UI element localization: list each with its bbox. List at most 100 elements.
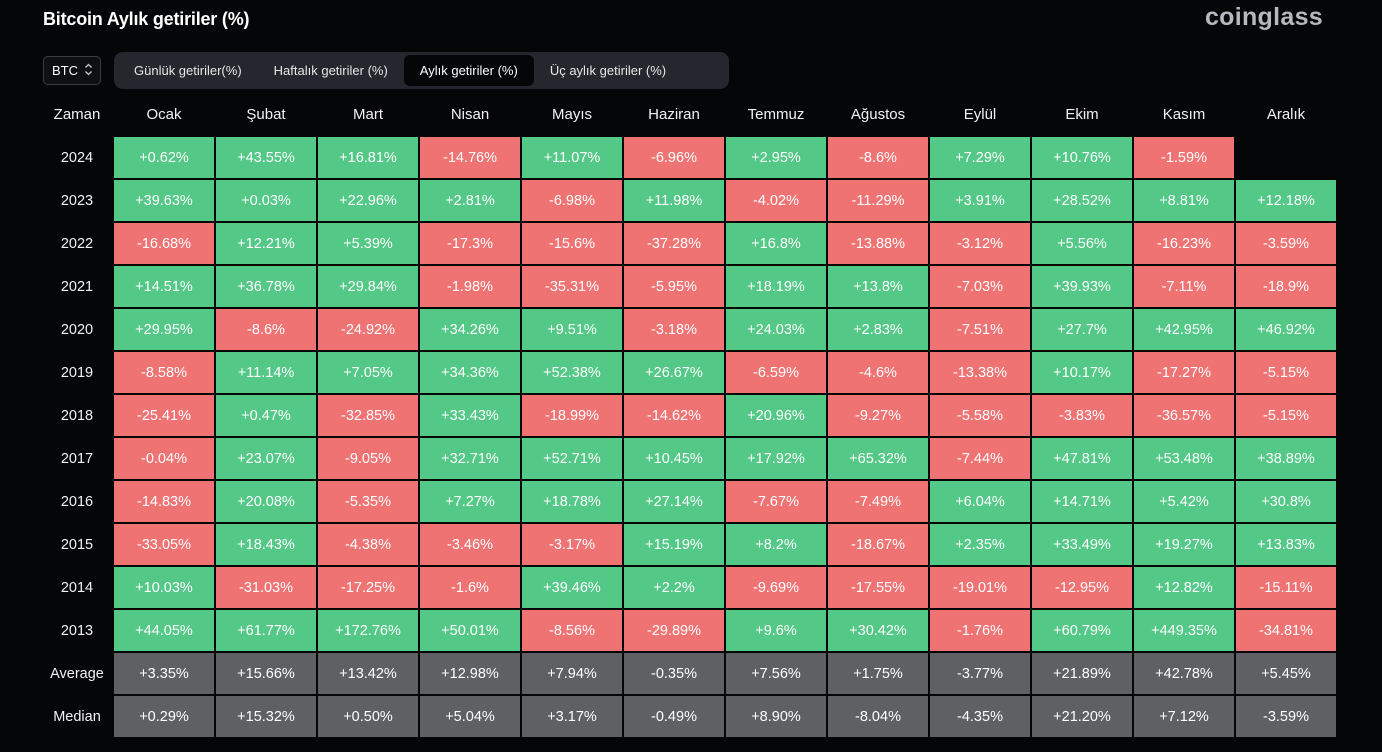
return-cell: -9.27% xyxy=(827,394,929,437)
summary-cell: +3.35% xyxy=(113,652,215,695)
return-cell: +12.21% xyxy=(215,222,317,265)
summary-cell: -8.04% xyxy=(827,695,929,738)
return-cell: +16.81% xyxy=(317,136,419,179)
return-cell: -5.35% xyxy=(317,480,419,523)
return-cell: +8.2% xyxy=(725,523,827,566)
summary-cell: -4.35% xyxy=(929,695,1031,738)
return-cell: -1.98% xyxy=(419,265,521,308)
tab-daily-returns[interactable]: Günlük getiriler(%) xyxy=(134,63,242,78)
year-row-label: 2021 xyxy=(60,278,94,295)
return-cell: +26.67% xyxy=(623,351,725,394)
return-cell: -3.59% xyxy=(1235,222,1337,265)
return-cell: -4.02% xyxy=(725,179,827,222)
column-header-month: Kasım xyxy=(1162,106,1206,123)
return-cell: +65.32% xyxy=(827,437,929,480)
return-cell: +29.84% xyxy=(317,265,419,308)
return-cell: -6.59% xyxy=(725,351,827,394)
return-cell: +44.05% xyxy=(113,609,215,652)
year-row-label: 2019 xyxy=(60,364,94,381)
return-cell: -4.38% xyxy=(317,523,419,566)
return-cell: -3.83% xyxy=(1031,394,1133,437)
return-cell: -1.6% xyxy=(419,566,521,609)
return-cell: +13.83% xyxy=(1235,523,1337,566)
return-cell: -36.57% xyxy=(1133,394,1235,437)
return-cell: +27.14% xyxy=(623,480,725,523)
tab-monthly-returns[interactable]: Aylık getiriler (%) xyxy=(403,55,534,86)
return-cell: -16.68% xyxy=(113,222,215,265)
return-cell: +8.81% xyxy=(1133,179,1235,222)
return-cell: +39.93% xyxy=(1031,265,1133,308)
return-cell: -17.25% xyxy=(317,566,419,609)
summary-cell: -3.59% xyxy=(1235,695,1337,738)
return-cell: -3.12% xyxy=(929,222,1031,265)
return-cell: +2.83% xyxy=(827,308,929,351)
coin-select-value: BTC xyxy=(52,63,78,78)
column-header-month: Eylül xyxy=(963,106,997,123)
return-cell: -25.41% xyxy=(113,394,215,437)
return-cell: +2.35% xyxy=(929,523,1031,566)
coin-select[interactable]: BTC xyxy=(43,56,101,85)
return-cell: -7.49% xyxy=(827,480,929,523)
return-cell: +38.89% xyxy=(1235,437,1337,480)
return-cell: -8.58% xyxy=(113,351,215,394)
year-row-label: 2024 xyxy=(60,149,94,166)
return-cell: +50.01% xyxy=(419,609,521,652)
return-cell: +18.19% xyxy=(725,265,827,308)
brand-logo[interactable]: coinglass xyxy=(1204,3,1323,31)
return-cell: +5.42% xyxy=(1133,480,1235,523)
summary-cell: +5.04% xyxy=(419,695,521,738)
return-cell: -18.67% xyxy=(827,523,929,566)
summary-cell: +21.89% xyxy=(1031,652,1133,695)
return-cell: -4.6% xyxy=(827,351,929,394)
return-cell: -34.81% xyxy=(1235,609,1337,652)
return-cell: +18.78% xyxy=(521,480,623,523)
return-cell: -0.04% xyxy=(113,437,215,480)
return-cell: -8.6% xyxy=(827,136,929,179)
return-cell: -9.05% xyxy=(317,437,419,480)
year-row-label: 2023 xyxy=(60,192,94,209)
return-cell: -32.85% xyxy=(317,394,419,437)
return-cell: -37.28% xyxy=(623,222,725,265)
summary-cell: -0.35% xyxy=(623,652,725,695)
summary-cell: -0.49% xyxy=(623,695,725,738)
return-cell: +0.03% xyxy=(215,179,317,222)
return-cell: +60.79% xyxy=(1031,609,1133,652)
page-title: Bitcoin Aylık getiriler (%) xyxy=(43,9,250,29)
return-cell: -17.27% xyxy=(1133,351,1235,394)
return-cell: -14.62% xyxy=(623,394,725,437)
column-header-month: Mart xyxy=(353,106,383,123)
return-cell: +22.96% xyxy=(317,179,419,222)
return-cell: +10.17% xyxy=(1031,351,1133,394)
return-cell: -15.6% xyxy=(521,222,623,265)
summary-cell: +0.50% xyxy=(317,695,419,738)
summary-cell: +42.78% xyxy=(1133,652,1235,695)
column-header-month: Nisan xyxy=(450,106,490,123)
return-cell: +19.27% xyxy=(1133,523,1235,566)
year-row-label: 2013 xyxy=(60,622,94,639)
return-cell: +47.81% xyxy=(1031,437,1133,480)
return-cell: -16.23% xyxy=(1133,222,1235,265)
return-cell: -8.56% xyxy=(521,609,623,652)
summary-row-label: Median xyxy=(53,708,101,725)
return-cell: +11.98% xyxy=(623,179,725,222)
updown-chevron-icon xyxy=(84,63,93,79)
return-cell: +12.18% xyxy=(1235,179,1337,222)
tab-quarterly-returns[interactable]: Üç aylık getiriler (%) xyxy=(549,63,667,78)
return-cell: +36.78% xyxy=(215,265,317,308)
return-cell: -1.59% xyxy=(1133,136,1235,179)
return-cell: +46.92% xyxy=(1235,308,1337,351)
summary-cell: +12.98% xyxy=(419,652,521,695)
return-cell: +9.6% xyxy=(725,609,827,652)
year-row-label: 2020 xyxy=(60,321,94,338)
year-row-label: 2017 xyxy=(60,450,94,467)
return-cell: -35.31% xyxy=(521,265,623,308)
return-cell: -13.88% xyxy=(827,222,929,265)
return-cell: -5.15% xyxy=(1235,394,1337,437)
return-cell: +17.92% xyxy=(725,437,827,480)
tab-weekly-returns[interactable]: Haftalık getiriler (%) xyxy=(273,63,388,78)
return-cell: -3.17% xyxy=(521,523,623,566)
return-cell: +12.82% xyxy=(1133,566,1235,609)
return-cell: -7.03% xyxy=(929,265,1031,308)
return-cell: -7.67% xyxy=(725,480,827,523)
summary-cell: +0.29% xyxy=(113,695,215,738)
